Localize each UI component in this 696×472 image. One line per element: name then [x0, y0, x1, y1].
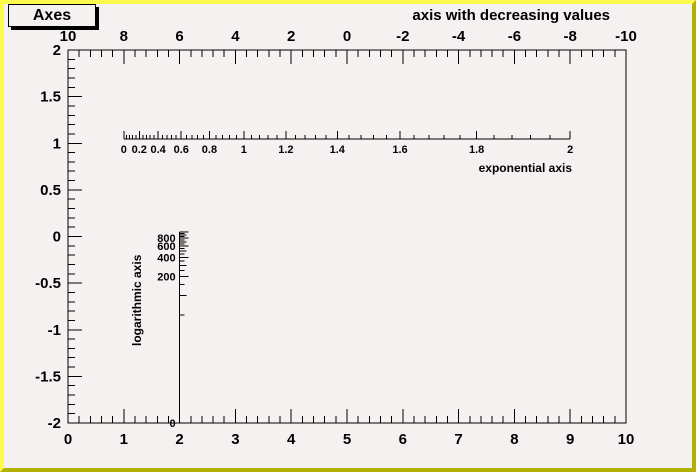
tick-label: -8: [564, 28, 577, 45]
tick-label: 0.8: [202, 144, 217, 156]
tick-label: 10: [618, 431, 635, 448]
tick-label: 200: [157, 272, 175, 284]
tick-label: 600: [157, 241, 175, 253]
tick-label: 2: [287, 28, 295, 45]
exponential-axis-title: exponential axis: [479, 161, 573, 175]
tick-label: 0: [53, 229, 61, 246]
left-axis: 2 1.5 1 0.5 0 -0.5 -1 -1.5 -2: [35, 42, 82, 432]
tick-label: 0.6: [174, 144, 189, 156]
tick-label: -10: [615, 28, 637, 45]
tick-label: -1: [48, 322, 61, 339]
tick-label: 10: [60, 28, 77, 45]
tick-label: 3: [231, 431, 239, 448]
tick-label: 1.4: [330, 144, 346, 156]
tick-label: 0: [343, 28, 351, 45]
tick-label: 0: [121, 144, 127, 156]
tick-label: 5: [343, 431, 351, 448]
tick-label: 1: [53, 135, 61, 152]
tick-label: 8: [510, 431, 518, 448]
tick-label: 6: [399, 431, 407, 448]
top-axis-title: axis with decreasing values: [412, 7, 610, 24]
tick-label: 2: [53, 42, 61, 59]
tick-label: 1.5: [40, 89, 61, 106]
exponential-axis: 0 0.2 0.4 0.6 0.8 1 1.2 1.4 1.6 1.8 2: [121, 131, 573, 156]
tick-label: 0.2: [132, 144, 147, 156]
tick-label: 1.2: [278, 144, 293, 156]
tick-label: 1: [120, 431, 128, 448]
tick-label: 9: [566, 431, 574, 448]
bottom-axis: 0 1 2 3 4 5 6 7 8 9 10: [64, 409, 635, 448]
frame-rect: [67, 49, 627, 424]
plot-area: 0 1 2 3 4 5 6 7 8 9 10 21.510.50-0.5-1-1.5-2 10 8 6 4…: [35, 7, 637, 448]
tick-label: -4: [452, 28, 466, 45]
tick-label: 2: [567, 144, 573, 156]
tick-label: -0.5: [35, 275, 61, 292]
tick-label: 7: [454, 431, 462, 448]
tick-label: 1.6: [392, 144, 407, 156]
tick-label: -2: [48, 415, 61, 432]
tick-label: 4: [231, 28, 240, 45]
tick-label: 0: [64, 431, 72, 448]
tick-label: -6: [508, 28, 521, 45]
tick-label: 0.5: [40, 182, 61, 199]
tick-label: 400: [157, 252, 175, 264]
tick-label: 1.8: [469, 144, 484, 156]
tick-label: 2: [175, 431, 183, 448]
plot-frame: [67, 49, 627, 424]
histogram-title-box: Axes: [8, 4, 96, 27]
tick-label: -2: [396, 28, 409, 45]
tick-label: 1: [241, 144, 247, 156]
tick-label: 8: [120, 28, 128, 45]
tick-label: 4: [287, 431, 296, 448]
tick-label: -1.5: [35, 368, 61, 385]
axis-end-label: 0: [169, 418, 175, 430]
top-axis: 10 8 6 4 2 0 -2 -4 -6 -8 -10: [60, 28, 637, 64]
logarithmic-axis-title: logarithmic axis: [130, 254, 144, 346]
tick-label: 800: [157, 233, 175, 245]
tick-label: 6: [175, 28, 183, 45]
histogram-title: Axes: [32, 6, 72, 24]
tick-label: 0.4: [151, 144, 167, 156]
